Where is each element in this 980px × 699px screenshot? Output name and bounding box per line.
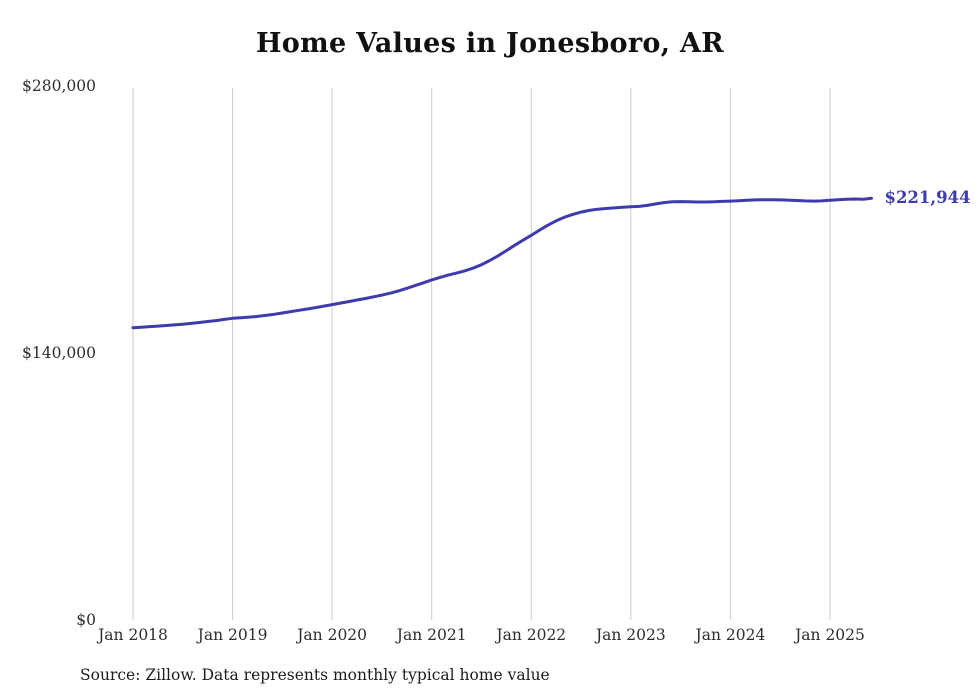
x-axis-tick-label: Jan 2019 (197, 626, 268, 644)
x-axis-tick-label: Jan 2021 (396, 626, 467, 644)
y-axis-tick-280000: $280,000 (22, 77, 96, 95)
y-axis-tick-0: $0 (76, 611, 96, 629)
current-value-label: $221,944 (884, 188, 971, 208)
x-axis-tick-label: Jan 2024 (695, 626, 766, 644)
home-value-line (131, 196, 873, 330)
x-axis-tick-label: Jan 2025 (795, 626, 865, 644)
chart-title: Home Values in Jonesboro, AR (255, 28, 725, 59)
source-note: Source: Zillow. Data represents monthly … (80, 666, 550, 684)
x-axis-tick-label: Jan 2020 (297, 626, 368, 644)
x-axis-tick-label: Jan 2018 (98, 626, 168, 644)
x-axis-tick-label: Jan 2023 (595, 626, 666, 644)
x-axis-tick-label: Jan 2022 (496, 626, 567, 644)
y-axis-tick-140000: $140,000 (22, 344, 96, 362)
